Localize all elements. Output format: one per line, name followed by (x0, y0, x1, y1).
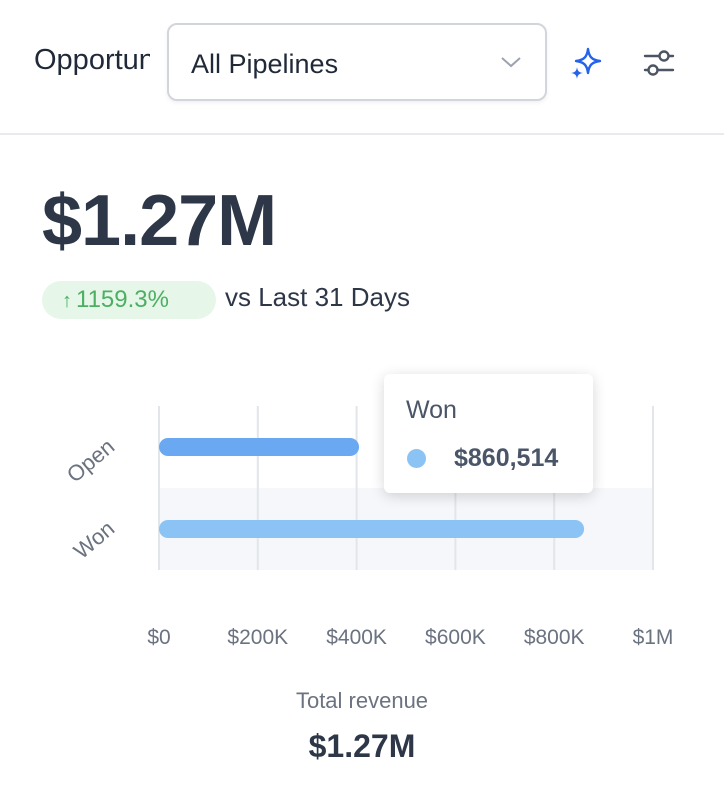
total-revenue-value: $1.27M (308, 728, 416, 764)
bars[interactable] (159, 438, 585, 538)
tick-label: $0 (147, 626, 170, 649)
tick-label: $600K (425, 626, 486, 649)
category-label: Open (62, 434, 119, 488)
tick-labels: $0 $200K $400K $600K $800K $1M (147, 626, 673, 649)
category-label: Won (69, 516, 119, 564)
category-labels: Open Won (62, 434, 119, 564)
revenue-value: $1.27M (42, 181, 277, 261)
tick-label: $200K (227, 626, 288, 649)
tooltip-value: $860,514 (454, 444, 559, 472)
sparkle-icon[interactable] (569, 45, 605, 81)
filter-settings-icon[interactable] (641, 46, 677, 80)
revenue-bar-chart: Open Won $0 $200K $400K $600K $800K $1M (62, 406, 673, 649)
bar-won[interactable] (159, 520, 585, 538)
bar-open[interactable] (159, 438, 360, 456)
tooltip-series-dot (407, 449, 426, 468)
header-bar: Opportunities All Pipelines (0, 0, 724, 135)
chart-tooltip: Won $860,514 (384, 374, 593, 493)
page-title: Opportunities (34, 44, 150, 76)
change-percent: 1159.3% (76, 286, 169, 313)
tick-label: $1M (633, 626, 674, 649)
pipeline-select[interactable]: All Pipelines (167, 23, 547, 101)
comparison-label: vs Last 31 Days (225, 282, 410, 312)
tick-label: $400K (326, 626, 387, 649)
arrow-up-icon: ↑ (62, 290, 72, 312)
pipeline-select-value: All Pipelines (191, 49, 339, 79)
tick-label: $800K (524, 626, 585, 649)
change-badge: ↑ 1159.3% (42, 281, 216, 319)
chevron-down-icon (501, 57, 521, 68)
tooltip-title: Won (406, 396, 457, 424)
total-revenue-label: Total revenue (295, 688, 429, 713)
